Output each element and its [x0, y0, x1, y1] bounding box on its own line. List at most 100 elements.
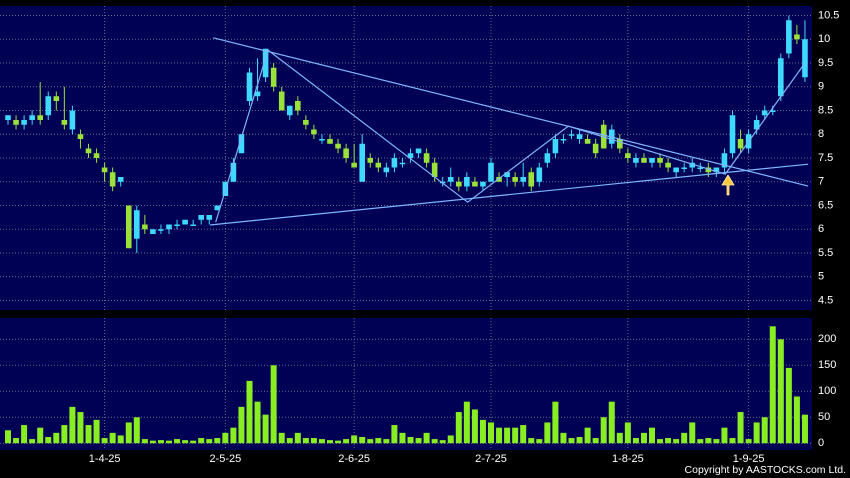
- candle-body: [335, 143, 341, 149]
- candle-body: [343, 148, 349, 158]
- candle-body: [238, 134, 245, 154]
- volume-bar: [713, 439, 720, 444]
- volume-bar: [616, 432, 623, 444]
- volume-bar: [447, 435, 454, 444]
- volume-bar: [769, 326, 776, 444]
- candle-body: [214, 205, 221, 211]
- x-tick-label: 1-9-25: [733, 453, 765, 465]
- candle-body: [5, 115, 11, 120]
- candle-body: [472, 181, 478, 187]
- volume-bar: [496, 427, 503, 444]
- candle-body: [536, 167, 543, 182]
- volume-bar: [29, 439, 36, 444]
- candle-body: [689, 162, 696, 168]
- copyright: Copyright by AASTOCKS.com Ltd.: [685, 464, 846, 476]
- volume-bar: [455, 412, 462, 444]
- volume-bar: [520, 425, 527, 444]
- y-tick-label: 6: [818, 223, 824, 235]
- volume-bar: [45, 437, 52, 444]
- x-tick-label: 2-5-25: [209, 453, 241, 465]
- candle-body: [45, 96, 52, 116]
- candle-body: [327, 139, 333, 144]
- candle-body: [359, 143, 365, 182]
- x-tick-label: 2-6-25: [338, 453, 370, 465]
- candle-body: [311, 129, 317, 135]
- y2-tick-label: 0: [818, 437, 824, 449]
- candle-body: [29, 115, 35, 120]
- volume-bar: [198, 438, 205, 444]
- y-tick-label: 6.5: [818, 199, 833, 211]
- marks: [5, 15, 809, 444]
- candle-body: [625, 153, 631, 158]
- volume-bar: [431, 439, 438, 444]
- candle-body: [166, 224, 172, 230]
- candle-body: [77, 134, 84, 139]
- x-tick-label: 1-8-25: [612, 453, 644, 465]
- candle-body: [753, 120, 760, 130]
- candle-body: [633, 158, 639, 163]
- volume-bar: [21, 425, 28, 444]
- volume-bar: [399, 432, 406, 444]
- volume-bar: [560, 432, 567, 444]
- volume-bar: [327, 440, 333, 444]
- candle-body: [592, 143, 599, 154]
- volume-bar: [101, 438, 108, 444]
- volume-bar: [608, 401, 615, 444]
- volume-bar: [407, 437, 414, 444]
- volume-bar: [190, 440, 197, 444]
- candle-body: [198, 215, 204, 220]
- candle-body: [456, 181, 462, 187]
- grid: 4.5 5 5.5 6 6.5 7 7.5 8 8.5 9 9.5 10 10.5 0 50 100 150 20…: [0, 6, 839, 465]
- volume-bar: [665, 438, 672, 444]
- candle-body: [713, 167, 720, 173]
- candle-body: [488, 162, 494, 182]
- y-tick-label: 7: [818, 176, 824, 188]
- candle-body: [794, 34, 800, 40]
- volume-bar: [230, 427, 237, 444]
- candle-body: [681, 167, 687, 169]
- volume-bar: [729, 438, 736, 444]
- candle-body: [431, 162, 438, 177]
- volume-bar: [439, 440, 446, 444]
- candle-body: [85, 148, 92, 154]
- volume-bar: [592, 438, 599, 444]
- candle-body: [117, 177, 124, 182]
- volume-bar: [141, 439, 148, 444]
- y-tick-label: 5.5: [818, 247, 833, 259]
- candle-body: [190, 224, 196, 226]
- volume-bar: [801, 414, 808, 444]
- candle-body: [134, 210, 140, 239]
- y2-tick-label: 50: [818, 411, 830, 423]
- volume-bar: [206, 439, 213, 444]
- candle-body: [407, 153, 414, 158]
- volume-bar: [504, 427, 511, 444]
- candle-body: [576, 134, 583, 139]
- volume-bar: [5, 430, 11, 444]
- candle-body: [375, 162, 382, 168]
- volume-bar: [238, 406, 245, 444]
- y-tick-label: 8: [818, 128, 824, 140]
- y-tick-label: 10.5: [818, 9, 839, 21]
- volume-bar: [657, 439, 664, 444]
- candle-body: [230, 162, 237, 182]
- trend-line: [209, 163, 809, 226]
- volume-bar: [391, 425, 398, 444]
- candle-body: [761, 110, 768, 116]
- candle-body: [641, 158, 647, 163]
- candle-body: [447, 177, 454, 182]
- candle-body: [69, 110, 76, 130]
- y-tick-label: 7.5: [818, 152, 833, 164]
- volume-bar: [157, 440, 164, 444]
- volume-bar: [697, 439, 704, 444]
- volume-bar: [310, 438, 317, 444]
- candle-body: [657, 158, 663, 163]
- candle-body: [391, 158, 398, 168]
- candle-body: [278, 91, 285, 111]
- volume-bar: [318, 439, 325, 444]
- candle-body: [262, 48, 269, 78]
- volume-bar: [689, 422, 696, 444]
- y2-tick-label: 100: [818, 385, 836, 397]
- volume-bar: [471, 409, 478, 444]
- candle-body: [270, 67, 277, 87]
- volume-bar: [77, 412, 84, 444]
